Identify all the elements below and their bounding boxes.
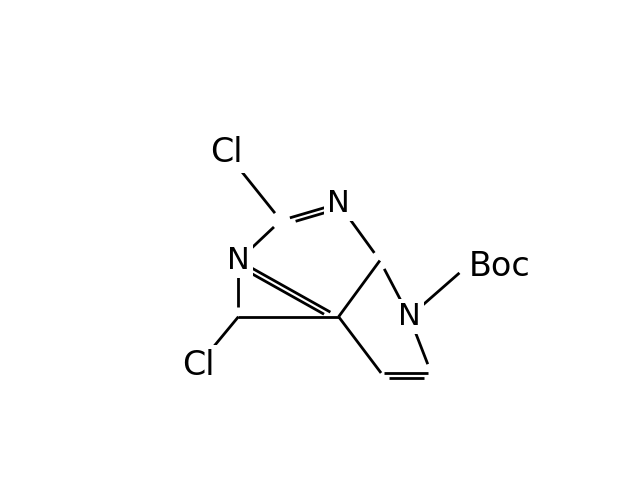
Text: N: N	[398, 302, 420, 331]
Text: Cl: Cl	[211, 136, 243, 169]
Text: N: N	[327, 189, 350, 218]
Text: Cl: Cl	[182, 349, 214, 382]
Text: Boc: Boc	[468, 250, 530, 283]
Text: N: N	[227, 246, 250, 275]
